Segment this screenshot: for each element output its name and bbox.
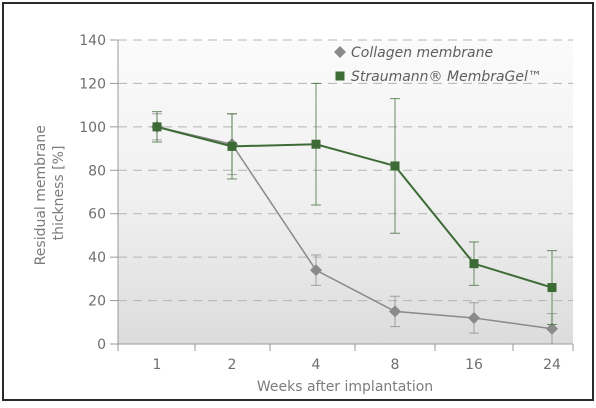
legend-label: Straumann® MembraGel™ [351, 69, 542, 85]
y-tick-label: 20 [88, 294, 106, 310]
x-tick-label: 4 [312, 357, 321, 373]
series-membragel [152, 82, 557, 325]
x-tick-label: 8 [391, 357, 400, 373]
legend-marker-diamond [334, 46, 346, 58]
data-point [389, 305, 401, 318]
x-tick-label: 2 [228, 357, 237, 373]
data-point [310, 264, 322, 277]
x-axis-ticks: 1 2 4 8 16 24 [117, 344, 574, 373]
legend: Collagen membrane Straumann® MembraGel™ [334, 45, 542, 85]
y-tick-label: 140 [79, 33, 106, 49]
y-tick-label: 100 [79, 120, 106, 136]
y-axis-title-line-2: thickness [%] [51, 146, 67, 241]
plot-background [118, 40, 573, 344]
y-tick-label: 80 [88, 163, 106, 179]
x-tick-label: 24 [543, 357, 561, 373]
data-point [547, 283, 557, 293]
series-layer [151, 82, 558, 345]
y-tick-label: 120 [79, 76, 106, 92]
y-axis-ticks: 0 20 40 60 80 100 120 140 [79, 33, 118, 353]
legend-marker-square [335, 71, 345, 81]
data-point [390, 161, 400, 171]
data-point [469, 259, 479, 269]
series-line [156, 125, 553, 289]
data-point [227, 141, 237, 151]
y-tick-label: 0 [97, 337, 106, 353]
y-axis-title-line-1: Residual membrane [33, 125, 49, 265]
legend-label: Collagen membrane [351, 45, 493, 61]
series-line [156, 126, 553, 330]
gridlines [118, 39, 573, 302]
y-axis-title: Residual membrane thickness [%] [33, 121, 67, 266]
y-tick-label: 40 [88, 250, 106, 266]
y-tick-label: 60 [88, 207, 106, 223]
x-axis-title: Weeks after implantation [257, 379, 433, 395]
data-point [546, 322, 558, 335]
data-point [152, 122, 162, 132]
x-tick-label: 1 [153, 357, 162, 373]
data-point [311, 139, 321, 149]
data-point [468, 311, 480, 324]
x-tick-label: 16 [465, 357, 483, 373]
